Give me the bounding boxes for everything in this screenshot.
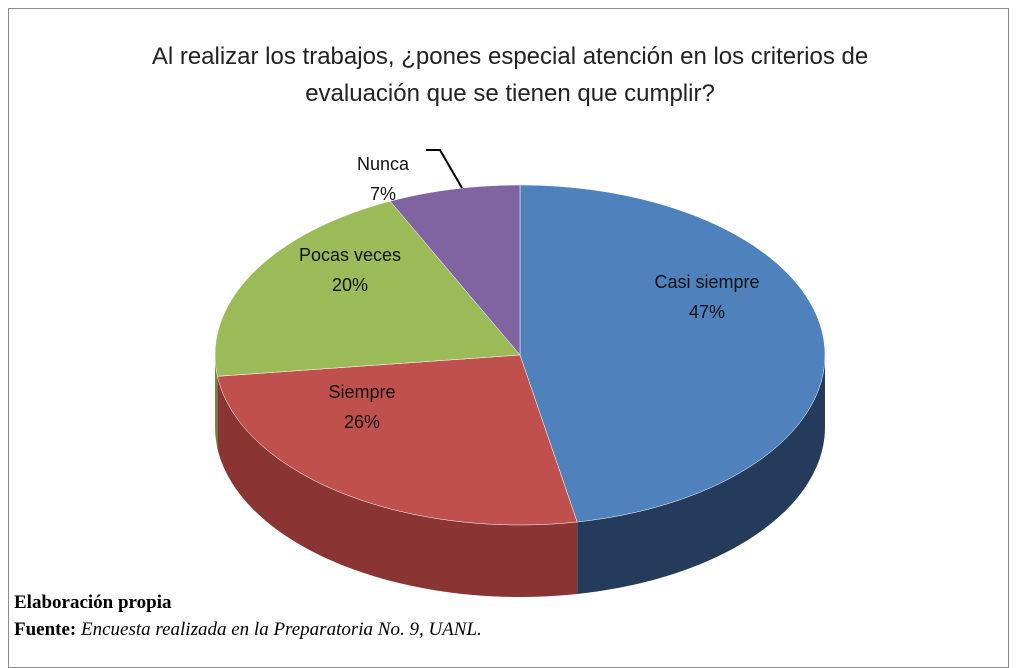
slice-value: 20% (332, 275, 368, 295)
slice-label: Pocas veces (299, 245, 401, 265)
source-label: Fuente: (14, 619, 77, 640)
slice-value: 47% (689, 302, 725, 322)
pie-side (217, 376, 578, 597)
pie-slice (519, 184, 826, 523)
pie-slice (389, 184, 521, 356)
slice-label: Siempre (328, 382, 395, 402)
chart-title: Al realizar los trabajos, ¿pones especia… (151, 43, 869, 107)
page: Al realizar los trabajos, ¿pones especia… (8, 8, 1009, 668)
pie-side (215, 355, 218, 449)
pie-side (577, 355, 825, 594)
source-line: Fuente: Encuesta realizada en la Prepara… (14, 619, 482, 641)
slice-label: Casi siempre (654, 272, 759, 292)
slice-value: 26% (344, 412, 380, 432)
slice-value: 7% (370, 184, 396, 204)
source: Encuesta realizada en la Preparatoria No… (81, 619, 482, 640)
leader-line (426, 149, 463, 189)
pie-slice (217, 354, 578, 526)
slice-label: Nunca (357, 154, 410, 174)
chart: Casi siempre 47% Siempre 26% Pocas veces 20% N… (214, 149, 826, 597)
credit: Elaboración propia (14, 592, 172, 613)
pie-slice (214, 200, 521, 377)
